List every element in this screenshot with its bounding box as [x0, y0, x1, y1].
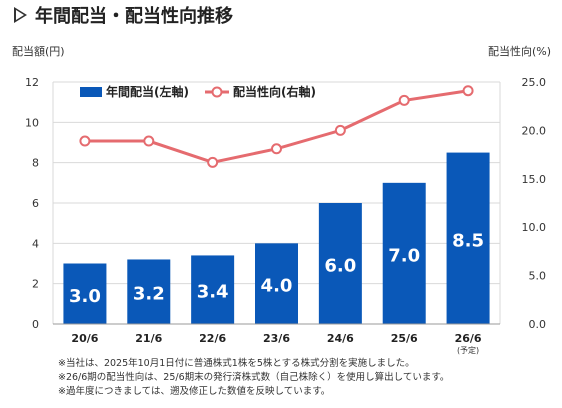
legend-line-marker	[211, 86, 223, 98]
y-right-tick-label: 5.0	[529, 270, 547, 283]
footnote-2: ※26/6期の配当性向は、25/6期末の発行済株式数（自己株除く）を使用し算出し…	[58, 372, 450, 383]
y-left-tick-label: 8	[32, 157, 39, 170]
bar-value-label: 3.4	[197, 282, 229, 303]
y-right-tick-label: 15.0	[522, 173, 547, 186]
footnote-3: ※過年度につきましては、遡及修正した数値を反映しています。	[58, 386, 331, 397]
y-left-tick-label: 6	[32, 197, 39, 210]
x-tick-label: 25/6	[391, 332, 418, 345]
bars: 3.0 3.2 3.4 4.0 6.0 7.0 8.5	[63, 152, 490, 324]
payout-point-23/6	[271, 143, 282, 155]
bar-value-label: 8.5	[452, 230, 484, 251]
y-left-tick-label: 0	[32, 318, 39, 331]
x-tick-note: (予定)	[457, 345, 479, 355]
y-left-axis-label: 配当額(円)	[12, 44, 65, 58]
chart-title-row: 年間配当・配当性向推移	[14, 2, 233, 28]
legend-bar-swatch	[80, 87, 102, 97]
triangle-icon	[14, 7, 27, 23]
bar-value-label: 3.2	[133, 284, 165, 305]
bar-24/6	[318, 203, 362, 324]
y-left-tick-label: 4	[32, 237, 39, 250]
payout-point-24/6	[334, 124, 346, 136]
bar-value-label: 4.0	[261, 276, 293, 297]
bar-value-label: 7.0	[388, 245, 420, 266]
footnotes: ※当社は、2025年10月1日付に普通株式1株を5株とする株式分割を実施しました…	[58, 357, 449, 399]
payout-point-25/6	[398, 94, 410, 106]
bar-25/6	[382, 182, 426, 324]
y-right-tick-label: 25.0	[522, 76, 547, 89]
payout-line	[79, 85, 474, 168]
y-right-axis-label: 配当性向(%)	[488, 44, 551, 58]
legend-bar-label: 年間配当(左軸)	[106, 84, 189, 99]
y-left-tick-label: 2	[32, 278, 39, 291]
legend: 年間配当(左軸) 配当性向(右軸)	[80, 84, 316, 99]
x-tick-label: 23/6	[263, 332, 290, 345]
y-right-tick-label: 10.0	[522, 221, 547, 234]
bar-20/6	[63, 263, 107, 324]
footnote-1: ※当社は、2025年10月1日付に普通株式1株を5株とする株式分割を実施しました…	[58, 358, 415, 369]
y-left-tick-label: 12	[25, 76, 39, 89]
bar-value-label: 6.0	[324, 256, 356, 277]
bar-value-label: 3.0	[69, 286, 101, 307]
chart-title: 年間配当・配当性向推移	[35, 6, 233, 27]
payout-point-20/6	[79, 135, 91, 147]
axes: 0 2 4 6 8 10 12 0.0 5.0 10.0 15.0 20.0 25.0 配当額(円) 配当性…	[12, 44, 551, 355]
y-left-tick-label: 10	[25, 116, 39, 129]
payout-point-22/6	[207, 156, 219, 168]
x-tick-label: 22/6	[199, 332, 226, 345]
x-tick-label: 24/6	[327, 332, 354, 345]
y-right-tick-label: 20.0	[522, 124, 547, 137]
x-tick-label: 21/6	[135, 332, 162, 345]
x-tick-label: 20/6	[71, 332, 98, 345]
x-tick-label: 26/6	[455, 332, 482, 345]
dividend-chart: 3.0 3.2 3.4 4.0 6.0 7.0 8.5 0 2 4 6 8 10 12 0.0 5.0 10.…	[12, 44, 551, 355]
y-right-tick-label: 0.0	[529, 318, 547, 331]
payout-point-26/6	[462, 85, 474, 97]
bar-23/6	[255, 243, 298, 324]
payout-point-21/6	[143, 135, 155, 147]
bar-26/6	[446, 152, 490, 324]
bar-21/6	[127, 259, 171, 324]
legend-line-label: 配当性向(右軸)	[233, 84, 316, 99]
bar-22/6	[191, 255, 235, 324]
